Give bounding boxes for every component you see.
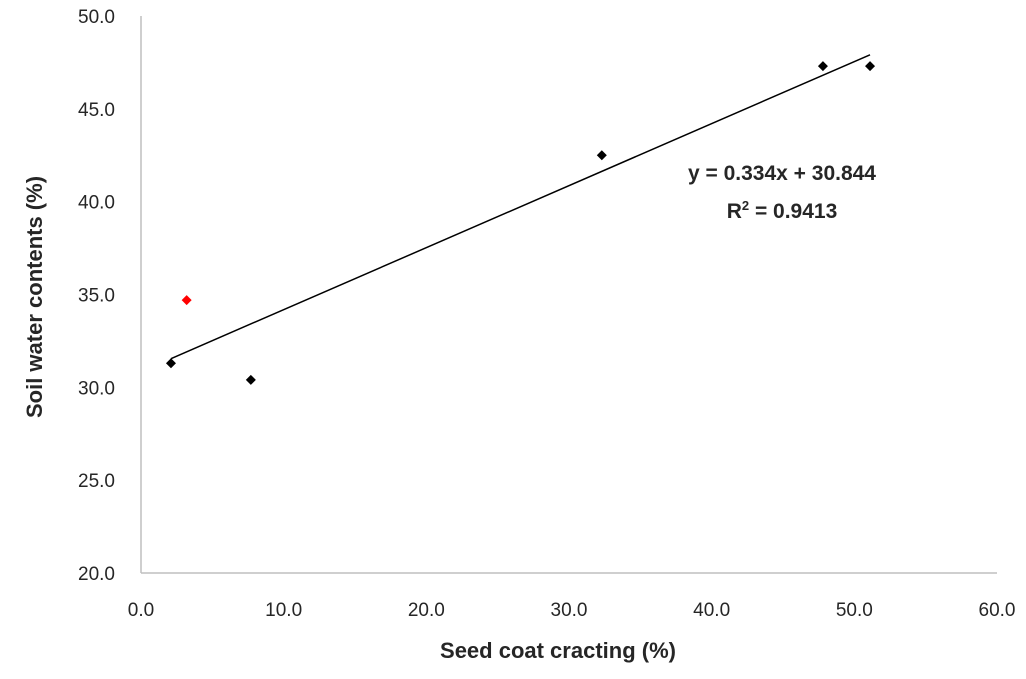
trendline-equation: y = 0.334x + 30.844: [688, 162, 876, 185]
x-tick-label: 60.0: [979, 600, 1016, 621]
data-point: [817, 61, 828, 72]
r-squared-superscript: 2: [742, 198, 749, 213]
x-tick-label: 0.0: [128, 600, 154, 621]
y-tick-label: 45.0: [78, 100, 115, 121]
x-tick-label: 10.0: [265, 600, 302, 621]
r-squared-value: = 0.9413: [749, 200, 837, 223]
x-tick-labels: 0.0 10.0 20.0 30.0 40.0 50.0 60.0: [128, 600, 1016, 621]
y-axis-title: Soil water contents (%): [22, 176, 47, 418]
y-tick-label: 50.0: [78, 7, 115, 28]
y-tick-labels: 20.0 25.0 30.0 35.0 40.0 45.0 50.0: [78, 7, 115, 585]
trendline: [170, 54, 871, 360]
y-tick-label: 35.0: [78, 286, 115, 307]
y-tick-label: 25.0: [78, 471, 115, 492]
data-point: [596, 150, 607, 161]
x-tick-label: 50.0: [836, 600, 873, 621]
y-tick-label: 30.0: [78, 378, 115, 399]
data-points: [165, 61, 876, 385]
data-point: [865, 61, 876, 72]
x-tick-label: 30.0: [551, 600, 588, 621]
r-squared-symbol: R: [727, 200, 742, 223]
y-tick-label: 20.0: [78, 564, 115, 585]
x-axis-title: Seed coat cracting (%): [440, 638, 676, 663]
r-squared-label: R2 = 0.9413: [727, 198, 838, 223]
data-point: [245, 374, 256, 385]
data-point: [165, 358, 176, 369]
y-tick-label: 40.0: [78, 193, 115, 214]
x-tick-label: 40.0: [693, 600, 730, 621]
axes: [140, 16, 997, 574]
x-tick-label: 20.0: [408, 600, 445, 621]
data-point: [181, 295, 192, 306]
